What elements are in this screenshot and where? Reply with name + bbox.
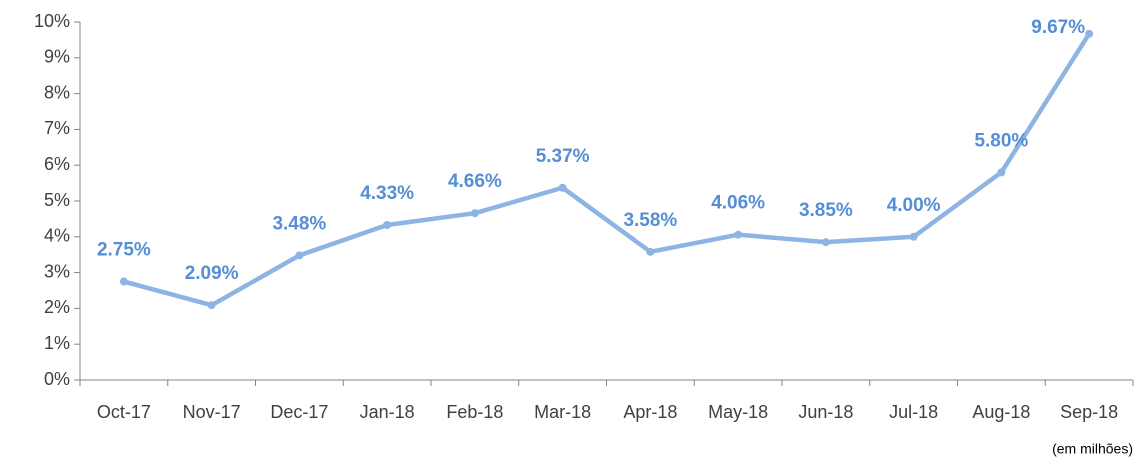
data-label: 3.58%: [623, 210, 677, 231]
point: [909, 232, 918, 241]
y-tick-label: 0%: [44, 369, 70, 389]
y-tick-label: 9%: [44, 47, 70, 67]
point: [119, 277, 128, 286]
x-tick-label: Dec-17: [270, 402, 328, 422]
x-tick-label: Jun-18: [798, 402, 853, 422]
data-label: 2.75%: [97, 240, 151, 261]
y-tick-label: 6%: [44, 154, 70, 174]
data-label: 2.09%: [185, 263, 239, 284]
data-label: 4.66%: [448, 171, 502, 192]
x-tick-label: Oct-17: [97, 402, 151, 422]
point: [646, 247, 655, 256]
x-tick-label: Nov-17: [183, 402, 241, 422]
x-tick-label: Apr-18: [623, 402, 677, 422]
x-tick-label: Aug-18: [972, 402, 1030, 422]
point: [1085, 29, 1094, 38]
y-tick-label: 10%: [34, 11, 70, 31]
point: [997, 168, 1006, 177]
x-tick-label: Feb-18: [446, 402, 503, 422]
data-label: 4.06%: [711, 193, 765, 214]
data-label: 3.85%: [799, 200, 853, 221]
y-tick-label: 4%: [44, 226, 70, 246]
series-line: [123, 32, 1092, 308]
y-tick-label: 2%: [44, 297, 70, 317]
annotation: (em milhões): [1052, 441, 1133, 457]
y-tick-label: 1%: [44, 333, 70, 353]
data-label: 9.67%: [1031, 17, 1085, 38]
point: [821, 238, 830, 247]
point: [207, 301, 216, 310]
point: [558, 183, 567, 192]
x-tick-label: Sep-18: [1060, 402, 1118, 422]
y-tick-label: 8%: [44, 82, 70, 102]
point: [295, 251, 304, 260]
data-label: 5.80%: [974, 130, 1028, 151]
y-tick-label: 7%: [44, 118, 70, 138]
data-label: 5.37%: [536, 146, 590, 167]
y-tick-label: 5%: [44, 190, 70, 210]
x-tick-label: Mar-18: [534, 402, 591, 422]
data-label: 4.33%: [360, 183, 414, 204]
point: [734, 230, 743, 239]
point: [383, 220, 392, 229]
y-tick-label: 3%: [44, 261, 70, 281]
data-label: 4.00%: [887, 195, 941, 216]
point: [470, 209, 479, 218]
x-tick-label: Jul-18: [889, 402, 938, 422]
data-label: 3.48%: [272, 213, 326, 234]
x-tick-label: May-18: [708, 402, 768, 422]
x-tick-label: Jan-18: [360, 402, 415, 422]
